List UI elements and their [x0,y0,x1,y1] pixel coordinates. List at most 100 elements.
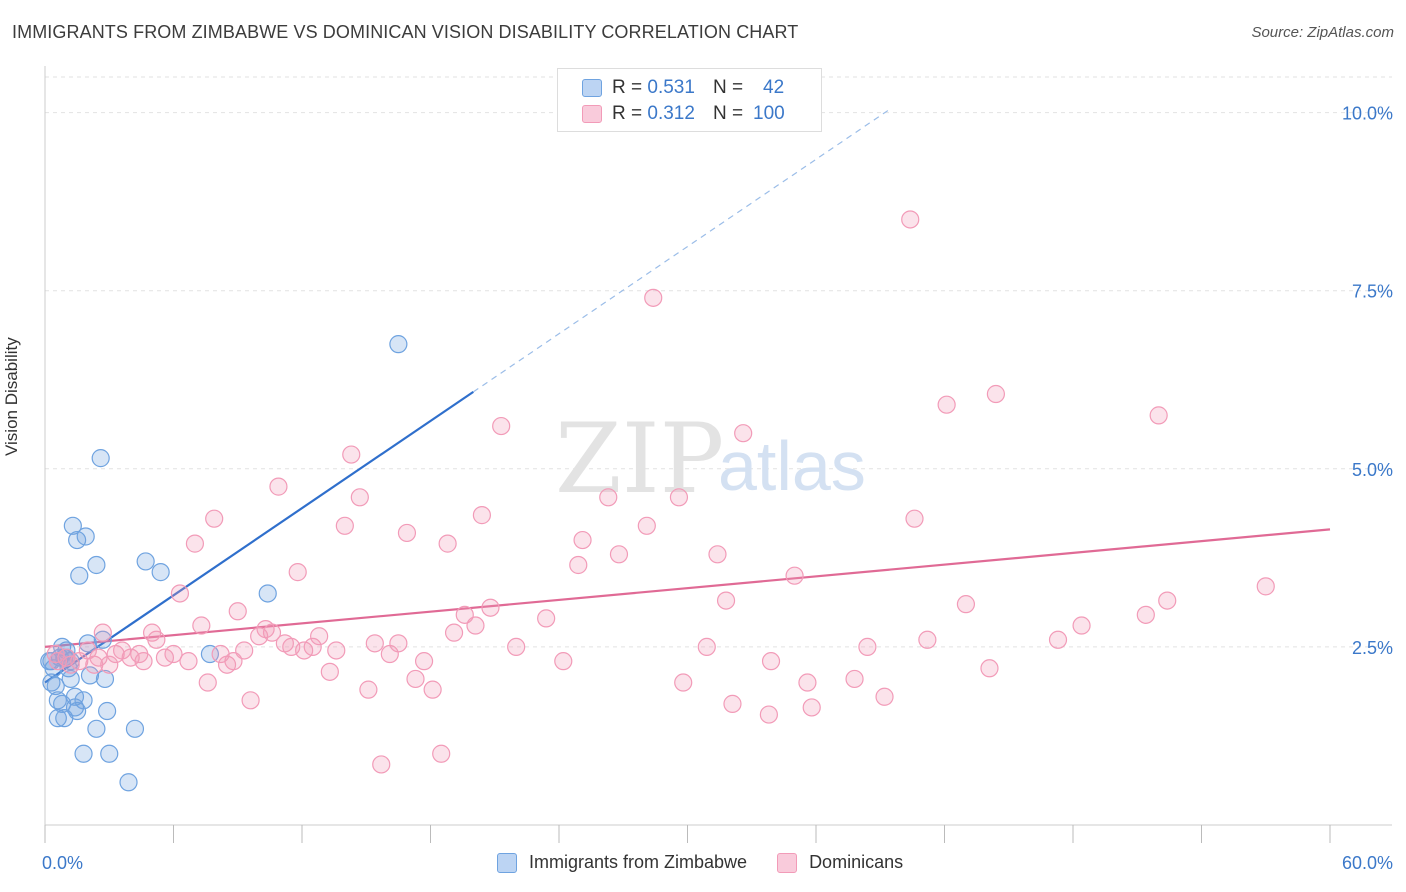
n-label: N = [712,103,744,124]
dominican-point [228,602,247,621]
legend-item-dominican: Dominicans [777,852,903,873]
dominican-point [785,566,804,585]
dominican-point [455,605,474,624]
zimbabwe-point [119,773,138,792]
dominican-point [397,523,417,543]
zimbabwe-trend-extension [472,107,892,393]
dominican-point [414,652,434,671]
dominican-point [327,641,346,660]
dominican-point [359,680,378,699]
legend-swatch-dominican [582,105,602,123]
dominican-point [845,669,864,689]
legend-row-dominican: R = 0.312 N = 100 [582,101,785,127]
axes [44,66,1392,843]
zimbabwe-point [93,630,112,649]
dominican-point [918,630,937,649]
zimbabwe-point [70,566,89,585]
dominican-point [192,616,211,635]
dominican-point [905,509,924,528]
zimbabwe-point [87,555,106,575]
legend-row-zimbabwe: R = 0.531 N = 42 [582,75,784,101]
dominican-point [937,395,956,414]
zimbabwe-point [136,552,155,571]
dominican-point [956,595,976,614]
dominican-point [310,627,329,646]
dominican-point [444,623,464,642]
watermark-zip: ZIP [555,403,724,515]
dominican-point [802,698,821,717]
x-tick-label: 0.0% [42,853,83,873]
data-points [40,210,1275,792]
dominican-point [986,384,1006,404]
legend-swatch-zimbabwe [497,852,517,873]
zimbabwe-point [74,691,93,710]
zimbabwe-point [95,669,115,689]
dominican-point [637,516,656,535]
legend-label-zimbabwe: Immigrants from Zimbabwe [529,852,748,872]
zimbabwe-point [61,669,80,689]
y-tick-label: 7.5% [1352,282,1393,302]
dominican-point [708,545,727,564]
dominican-point [185,534,205,553]
dominican-point [170,584,190,603]
dominican-point [406,669,425,689]
dominican-point [697,637,716,657]
zimbabwe-point [98,701,117,721]
dominican-point [46,644,65,664]
n-label: N = [712,77,744,98]
r-value: 0.312 [647,103,695,124]
dominican-point [599,488,618,507]
dominican-point [609,545,629,564]
x-tick-label: 60.0% [1342,853,1393,873]
dominican-point [350,488,369,507]
r-label: R = [612,77,643,98]
zimbabwe-point [78,634,97,653]
series-legend: Immigrants from Zimbabwe Dominicans [497,852,933,873]
dominican-point [674,673,693,692]
dominican-point [335,516,354,535]
legend-swatch-dominican [777,852,798,873]
dominican-point [372,755,391,774]
zimbabwe-point [91,449,110,468]
legend-item-zimbabwe: Immigrants from Zimbabwe [497,852,747,873]
dominican-point [1256,577,1275,596]
dominican-point [481,598,500,617]
zimbabwe-point [389,335,408,354]
dominican-point [224,652,243,671]
dominican-point [198,673,217,692]
dominican-point [858,637,877,657]
dominican-point [241,691,260,710]
watermark: ZIP atlas [555,403,866,515]
dominican-point [537,609,556,628]
dominican-point [342,445,361,464]
dominican-point [179,652,198,671]
dominican-point [569,555,588,575]
zimbabwe-trend-line [44,390,474,684]
dominican-point [716,591,736,610]
dominican-point [1072,616,1091,635]
dominican-point [1149,406,1168,425]
dominican-point [472,506,491,525]
zimbabwe-point [87,719,106,738]
correlation-legend: R = 0.531 N = 42 R = 0.312 N = 100 [557,68,822,132]
trend-lines [44,107,1331,684]
zimbabwe-point [74,744,93,763]
zimbabwe-point [63,516,82,535]
dominican-point [438,534,457,553]
dominican-point [761,652,781,671]
dominican-point [734,424,753,443]
zimbabwe-point [200,644,220,664]
dominican-point [93,623,112,642]
dominican-point [365,634,384,653]
zimbabwe-point [258,584,277,603]
dominican-point [303,637,322,657]
dominican-point [147,630,166,649]
dominican-point [164,644,183,664]
n-value: 100 [753,103,785,124]
dominican-point [100,655,119,674]
watermark-atlas: atlas [718,427,866,505]
dominican-point [320,662,339,681]
dominican-point [466,616,485,635]
y-tick-label: 10.0% [1342,104,1393,124]
